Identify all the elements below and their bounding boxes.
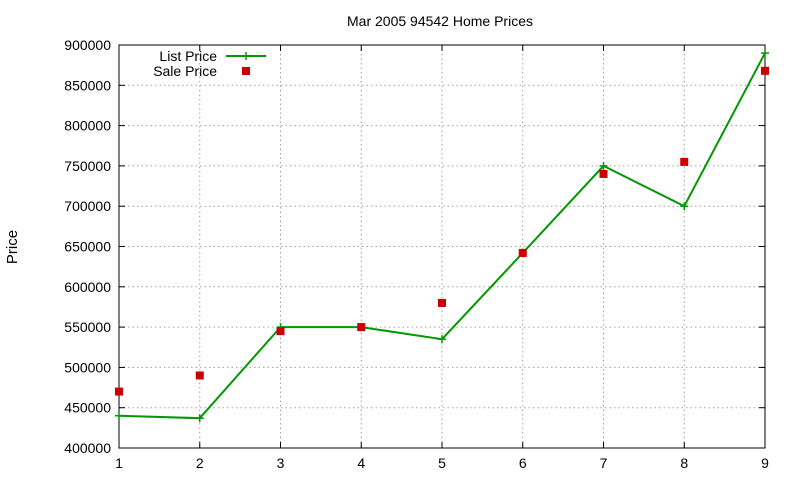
- sale-price-point: [357, 323, 366, 332]
- x-tick-label: 7: [600, 455, 608, 471]
- sale-price-point: [438, 298, 446, 307]
- y-tick-label: 700000: [64, 198, 111, 214]
- list-price-line: [118, 52, 766, 420]
- legend-marker-list-price: [242, 52, 250, 60]
- y-tick-label: 400000: [64, 440, 111, 456]
- x-tick-label: 2: [196, 455, 204, 471]
- sale-price-point: [276, 327, 285, 336]
- legend-label-list-price: List Price: [159, 48, 217, 64]
- x-tick-label: 4: [357, 455, 365, 471]
- sale-price-point: [518, 248, 527, 257]
- list-price-point: [599, 161, 608, 170]
- series: [115, 49, 769, 423]
- plot-frame: [118, 44, 766, 449]
- y-axis-label: Price: [4, 230, 21, 264]
- y-tick-label: 850000: [64, 77, 111, 93]
- x-tick-label: 5: [438, 455, 446, 471]
- chart-title: Mar 2005 94542 Home Prices: [347, 13, 533, 29]
- y-tick-label: 800000: [64, 118, 111, 134]
- axis-ticks: 400000 450000 500000 550000 600000 650000 7000…: [64, 37, 769, 471]
- legend-label-sale-price: Sale Price: [153, 63, 217, 79]
- y-tick-label: 450000: [64, 400, 111, 416]
- sale-price-point: [195, 371, 204, 380]
- sale-price-point: [761, 66, 769, 75]
- y-tick-label: 750000: [64, 158, 111, 174]
- sale-price-point: [680, 157, 689, 166]
- list-price-point: [761, 49, 769, 58]
- sale-price-point: [599, 169, 608, 178]
- x-tick-label: 8: [680, 455, 688, 471]
- grid: [119, 45, 765, 448]
- y-tick-label: 550000: [64, 319, 111, 335]
- list-price-point: [680, 202, 689, 211]
- x-tick-label: 6: [519, 455, 527, 471]
- legend-marker-sale-price: [242, 67, 250, 75]
- y-tick-label: 900000: [64, 37, 111, 53]
- x-tick-label: 3: [277, 455, 285, 471]
- y-tick-label: 500000: [64, 359, 111, 375]
- y-tick-label: 600000: [64, 279, 111, 295]
- sale-price-point: [115, 387, 123, 396]
- x-tick-label: 9: [761, 455, 769, 471]
- list-price-point: [195, 414, 204, 423]
- list-price-point: [115, 411, 123, 420]
- y-tick-label: 650000: [64, 239, 111, 255]
- x-tick-label: 1: [115, 455, 123, 471]
- list-price-point: [438, 335, 446, 344]
